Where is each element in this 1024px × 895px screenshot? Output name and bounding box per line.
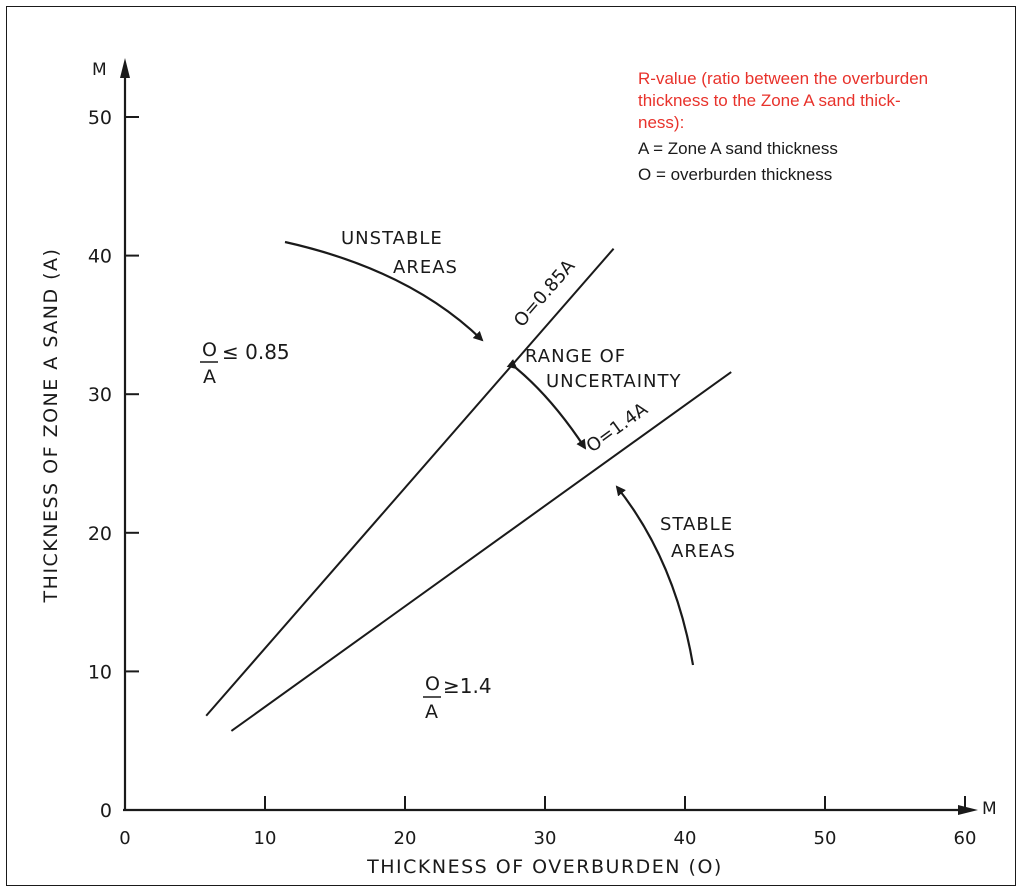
y-tick-label: 40 xyxy=(88,246,112,268)
unstable-label-line2: AREAS xyxy=(393,257,458,278)
left-ratio-numerator: O xyxy=(202,339,217,361)
range-label-line2: UNCERTAINTY xyxy=(546,371,681,392)
unstable-arrow xyxy=(284,240,484,342)
series-label-14: O=1.4A xyxy=(583,398,653,457)
note-line: O = overburden thickness xyxy=(638,165,833,184)
y-axis-arrow xyxy=(120,58,130,78)
x-unit-label: M xyxy=(982,799,997,819)
left-ratio-denominator: A xyxy=(203,366,216,388)
left-ratio-relation: ≤ 0.85 xyxy=(222,340,290,364)
y-unit-label: M xyxy=(92,60,107,80)
y-tick-label: 20 xyxy=(88,523,112,545)
r-value-note-lines: A = Zone A sand thickness O = overburden … xyxy=(638,138,1008,186)
y-axis-title: THICKNESS OF ZONE A SAND (A) xyxy=(40,248,62,604)
right-ratio-relation: ≥1.4 xyxy=(443,674,492,698)
x-tick-label: 0 xyxy=(119,828,130,849)
x-tick-label: 30 xyxy=(534,828,557,849)
series-line-1 xyxy=(230,371,732,732)
y-tick-label: 10 xyxy=(88,661,112,683)
right-ratio-numerator: O xyxy=(425,673,440,695)
y-tick-label: 30 xyxy=(88,384,112,406)
stable-label-line1: STABLE xyxy=(660,514,733,535)
right-ratio-denominator: A xyxy=(425,701,438,723)
note-line: A = Zone A sand thickness xyxy=(638,139,838,158)
r-value-note-title: R-value (ratio between the overburden thi… xyxy=(638,68,1008,134)
x-tick-label: 10 xyxy=(254,828,277,849)
uncertainty-arrow xyxy=(506,359,587,450)
r-value-note: R-value (ratio between the overburden thi… xyxy=(638,68,1008,190)
series-line-0 xyxy=(205,248,615,717)
unstable-label-line1: UNSTABLE xyxy=(341,228,443,249)
stable-label-line2: AREAS xyxy=(671,541,736,562)
note-title-line: thickness to the Zone A sand thick- xyxy=(638,91,901,110)
x-tick-label: 20 xyxy=(394,828,417,849)
y-tick-label: 0 xyxy=(100,800,112,822)
x-axis-arrow xyxy=(958,805,978,815)
x-tick-label: 40 xyxy=(674,828,697,849)
y-tick-label: 50 xyxy=(88,107,112,129)
x-tick-label: 60 xyxy=(954,828,977,849)
stable-arrow xyxy=(615,485,695,666)
note-title-line: R-value (ratio between the overburden xyxy=(638,69,929,88)
note-title-line: ness): xyxy=(638,113,685,132)
x-axis-title: THICKNESS OF OVERBURDEN (O) xyxy=(366,856,723,878)
range-label-line1: RANGE OF xyxy=(525,346,626,367)
series-label-085: O=0.85A xyxy=(510,255,580,331)
x-tick-label: 50 xyxy=(814,828,837,849)
